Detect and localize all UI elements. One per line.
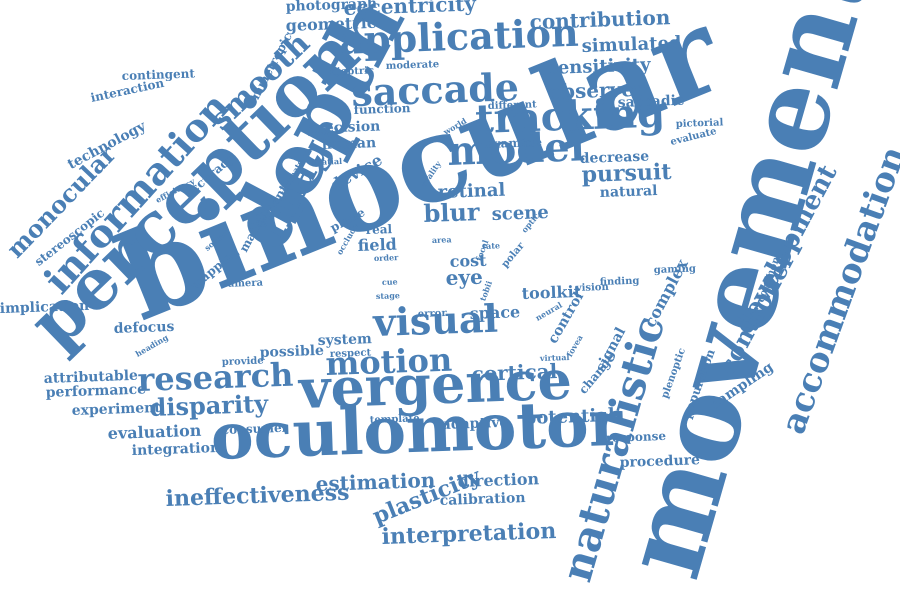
cloud-word-geometric: geometric <box>285 12 377 35</box>
cloud-word-sensitivity: sensitivity <box>547 54 651 79</box>
cloud-word-simulated: simulated <box>581 32 682 57</box>
cloud-word-contribution: contribution <box>529 5 671 34</box>
cloud-word-template: template <box>369 413 420 426</box>
cloud-word-pictorial: pictorial <box>675 117 724 130</box>
cloud-word-disparity: disparity <box>149 388 269 422</box>
cloud-word-system: system <box>317 331 373 349</box>
cloud-word-space: space <box>469 302 521 323</box>
cloud-word-virtual: virtual <box>539 351 570 363</box>
cloud-word-dioptric: dioptric <box>329 65 375 78</box>
cloud-word-saccadic: saccadic <box>617 92 685 111</box>
cloud-word-provide: provide <box>221 355 264 368</box>
cloud-word-interpretation: interpretation <box>381 517 557 550</box>
cloud-word-function: function <box>353 101 411 117</box>
cloud-word-stage: stage <box>375 290 401 301</box>
cloud-word-scene: scene <box>491 202 550 225</box>
cloud-word-cortical: cortical <box>471 359 558 386</box>
cloud-word-order: order <box>373 252 399 263</box>
cloud-word-examine: examine <box>485 135 543 151</box>
cloud-word-respect: respect <box>329 347 372 360</box>
cloud-word-decrease: decrease <box>579 148 650 167</box>
cloud-word-implication: implication <box>0 297 90 317</box>
cloud-word-photograph: photograph <box>285 0 378 15</box>
cloud-word-direction: direction <box>457 469 540 491</box>
cloud-word-human: human <box>321 135 377 153</box>
cloud-word-possible: possible <box>259 342 325 361</box>
cloud-word-error: error <box>417 308 447 320</box>
cloud-word-response: response <box>605 428 667 445</box>
cloud-word-area: area <box>431 234 452 245</box>
cloud-word-procedure: procedure <box>619 452 701 471</box>
cloud-word-cue: cue <box>381 276 398 287</box>
cloud-word-real: real <box>365 222 393 237</box>
cloud-word-blur: blur <box>423 197 481 228</box>
cloud-word-experiment: experiment <box>71 399 161 419</box>
cloud-word-consumer: consumer <box>221 420 289 437</box>
cloud-word-estimation: estimation <box>315 467 436 496</box>
cloud-word-focal: focal <box>473 238 491 263</box>
cloud-word-adaptive: adaptive <box>441 414 509 433</box>
cloud-word-natural: natural <box>599 182 658 201</box>
cloud-word-polar: polar <box>499 240 527 270</box>
cloud-word-evaluation: evaluation <box>107 420 202 443</box>
cloud-word-spatial: spatial <box>311 155 343 167</box>
cloud-word-toolkit: toolkit <box>521 281 582 303</box>
cloud-word-different: different <box>487 99 537 112</box>
cloud-word-integration: integration <box>131 439 221 459</box>
cloud-word-camera: camera <box>221 277 264 290</box>
cloud-word-precision: precision <box>307 118 381 137</box>
cloud-word-performance: performance <box>45 381 147 401</box>
cloud-word-moderate: moderate <box>385 59 440 72</box>
cloud-word-calibration: calibration <box>439 490 526 509</box>
cloud-word-potential: potential <box>523 404 616 429</box>
